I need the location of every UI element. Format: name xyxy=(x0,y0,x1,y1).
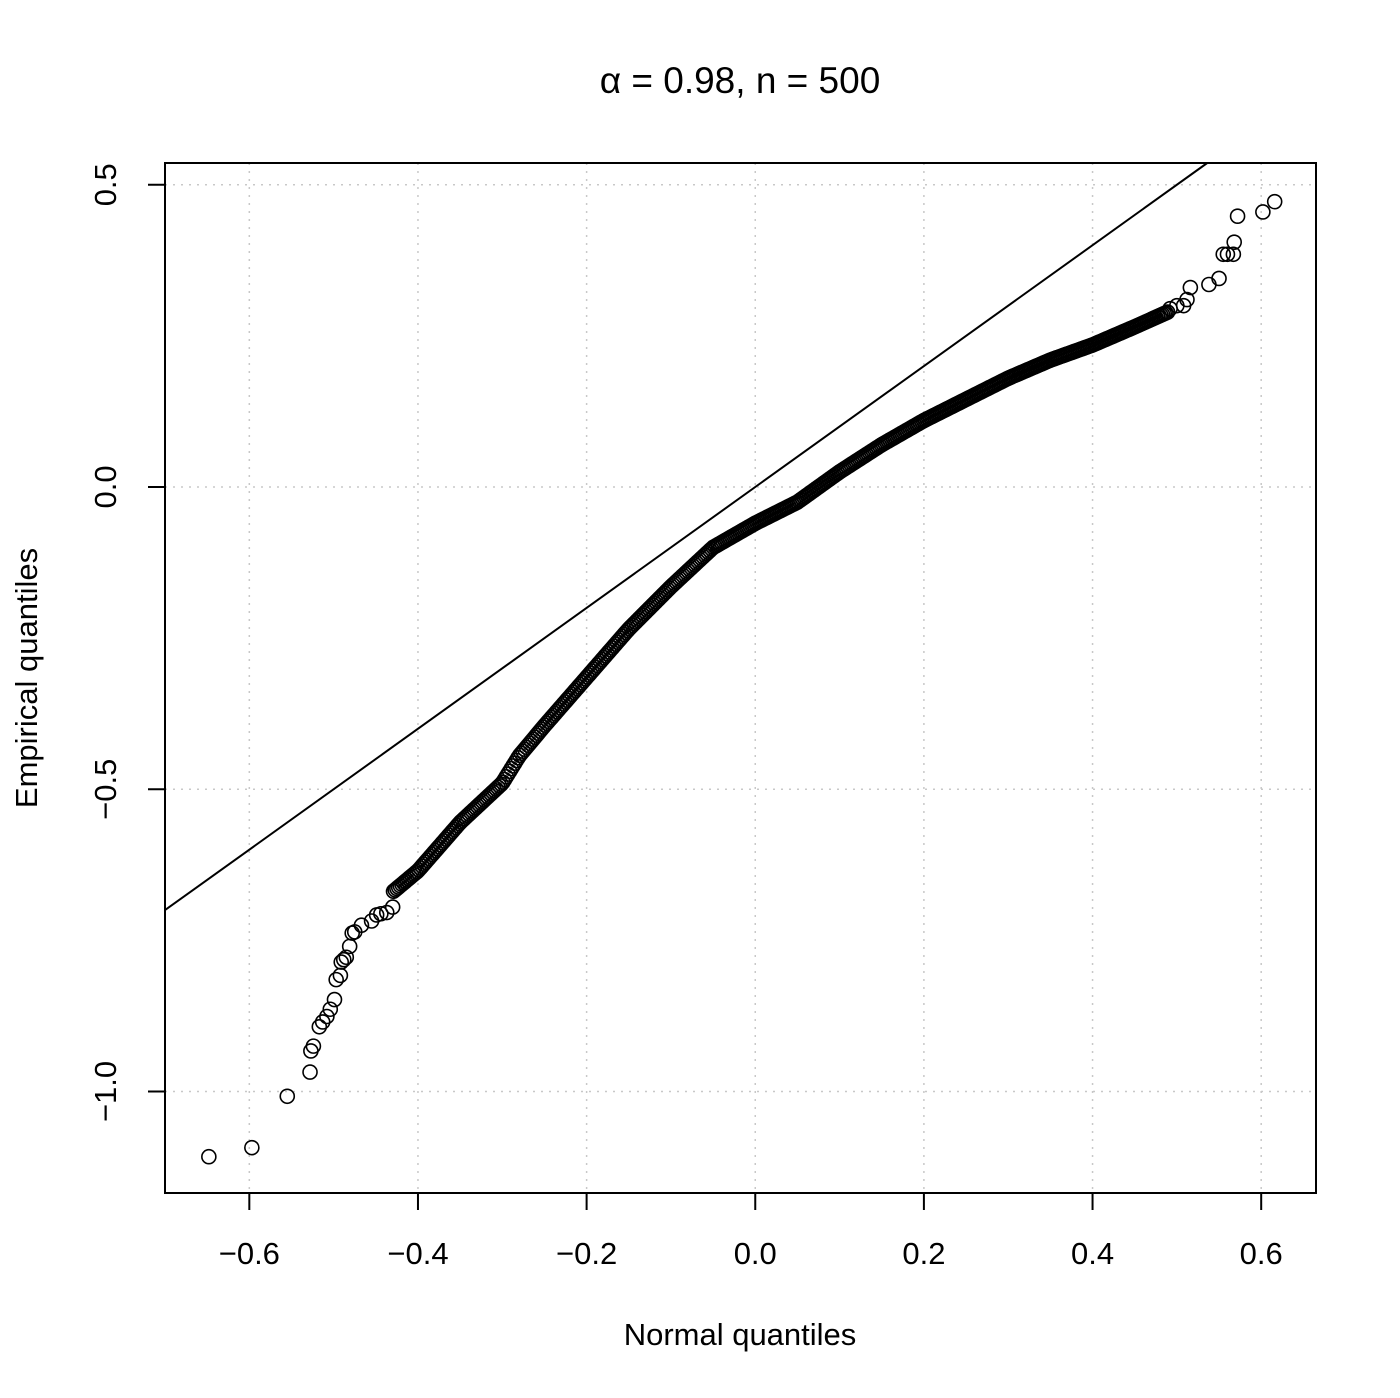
x-tick-label: 0.0 xyxy=(734,1236,777,1271)
data-point xyxy=(279,1088,296,1105)
data-point xyxy=(1225,246,1242,263)
data-point xyxy=(378,904,395,921)
data-point xyxy=(305,1038,322,1054)
data-point xyxy=(201,1148,217,1165)
x-tick-label: −0.4 xyxy=(387,1236,448,1271)
data-point xyxy=(1182,279,1199,296)
data-point xyxy=(1179,291,1195,308)
y-tick-label: −0.5 xyxy=(88,759,123,820)
y-axis: −1.0 −0.5 0.0 0.5 xyxy=(88,163,165,1122)
x-tick-label: −0.2 xyxy=(556,1236,617,1271)
data-point xyxy=(319,1008,335,1025)
x-tick-label: 0.4 xyxy=(1071,1236,1114,1271)
chart-title: α = 0.98, n = 500 xyxy=(600,60,881,101)
data-point xyxy=(1211,270,1227,287)
data-point xyxy=(332,967,349,984)
y-tick-label: −1.0 xyxy=(88,1061,123,1122)
y-tick-label: 0.5 xyxy=(88,163,123,206)
data-point xyxy=(1219,246,1236,263)
data-point xyxy=(314,1014,331,1030)
data-point xyxy=(322,1001,339,1018)
data-point xyxy=(1229,208,1246,224)
data-point xyxy=(338,949,355,966)
data-point xyxy=(1201,276,1217,293)
data-point xyxy=(1226,234,1243,250)
data-point xyxy=(1215,246,1232,263)
data-points xyxy=(201,193,1283,1165)
x-axis-label: Normal quantiles xyxy=(624,1317,857,1352)
x-axis: −0.6 −0.4 −0.2 0.0 0.2 0.4 0.6 xyxy=(219,1193,1283,1271)
x-tick-label: −0.6 xyxy=(219,1236,280,1271)
data-point xyxy=(335,951,352,968)
data-point xyxy=(244,1139,260,1156)
y-tick-label: 0.0 xyxy=(88,465,123,508)
data-point xyxy=(353,917,370,934)
x-tick-label: 0.2 xyxy=(902,1236,945,1271)
data-point xyxy=(333,954,350,970)
data-point xyxy=(1266,193,1283,210)
y-axis-label: Empirical quantiles xyxy=(9,548,44,808)
data-point xyxy=(326,991,343,1008)
plot-frame xyxy=(164,162,1317,1194)
reference-line xyxy=(164,162,1208,911)
data-point xyxy=(384,899,401,915)
reference-line-group xyxy=(164,162,1208,911)
data-point xyxy=(311,1018,328,1035)
data-point xyxy=(328,971,344,988)
data-point xyxy=(1255,204,1271,220)
data-point xyxy=(373,905,389,922)
x-tick-label: 0.6 xyxy=(1240,1236,1283,1271)
data-point xyxy=(302,1064,318,1080)
